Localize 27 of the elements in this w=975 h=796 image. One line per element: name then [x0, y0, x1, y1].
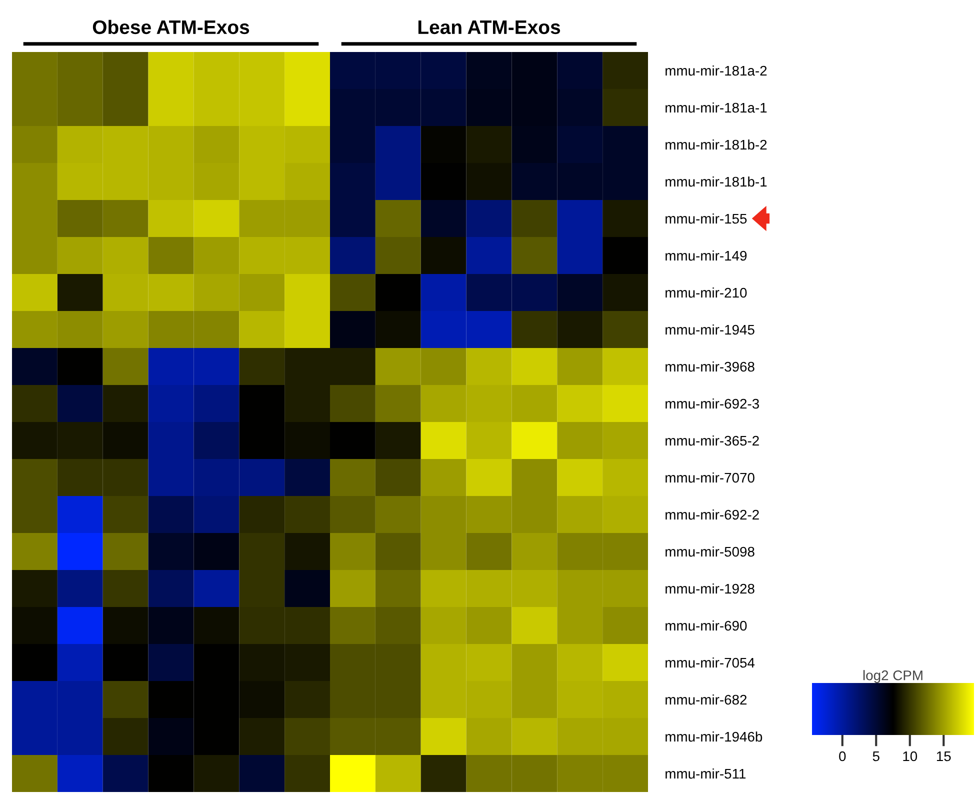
text: Lean ATM-Exos	[418, 20, 560, 34]
y-tick-label: mmu-mir-692-3	[666, 398, 759, 409]
y-tick-label: mmu-mir-5098	[666, 546, 754, 557]
y-tick-label: mmu-mir-1928	[666, 583, 754, 594]
color-bar-title: log2 CPM	[863, 670, 922, 683]
y-tick-label: mmu-mir-181b-1	[666, 176, 767, 187]
y-tick-label: mmu-mir-692-2	[666, 509, 759, 520]
y-tick-label: mmu-mir-181b-2	[666, 139, 767, 150]
y-tick-label: mmu-mir-7070	[666, 472, 754, 483]
y-tick-label: mmu-mir-365-2	[666, 435, 759, 446]
y-tick-label: mmu-mir-1945	[666, 324, 754, 335]
y-tick-label: mmu-mir-1946b	[666, 731, 762, 742]
y-tick-label: mmu-mir-511	[666, 768, 746, 779]
y-tick-label: mmu-mir-155	[666, 213, 747, 224]
y-tick-label: mmu-mir-149	[666, 250, 747, 261]
y-tick-label: mmu-mir-181a-1	[666, 102, 767, 113]
color-bar-label: 15	[936, 751, 951, 762]
y-tick-label: mmu-mir-210	[666, 287, 747, 298]
y-tick-label: mmu-mir-3968	[666, 361, 754, 372]
text: Obese ATM-Exos	[92, 20, 250, 34]
color-bar-label: 5	[872, 751, 880, 762]
y-tick-label: mmu-mir-682	[666, 694, 747, 705]
y-tick-label: mmu-mir-690	[666, 620, 747, 631]
y-tick-label: mmu-mir-7054	[666, 657, 755, 668]
color-bar-label: 10	[903, 751, 918, 762]
y-tick-label: mmu-mir-181a-2	[666, 65, 767, 76]
color-bar-label: 0	[839, 751, 846, 762]
